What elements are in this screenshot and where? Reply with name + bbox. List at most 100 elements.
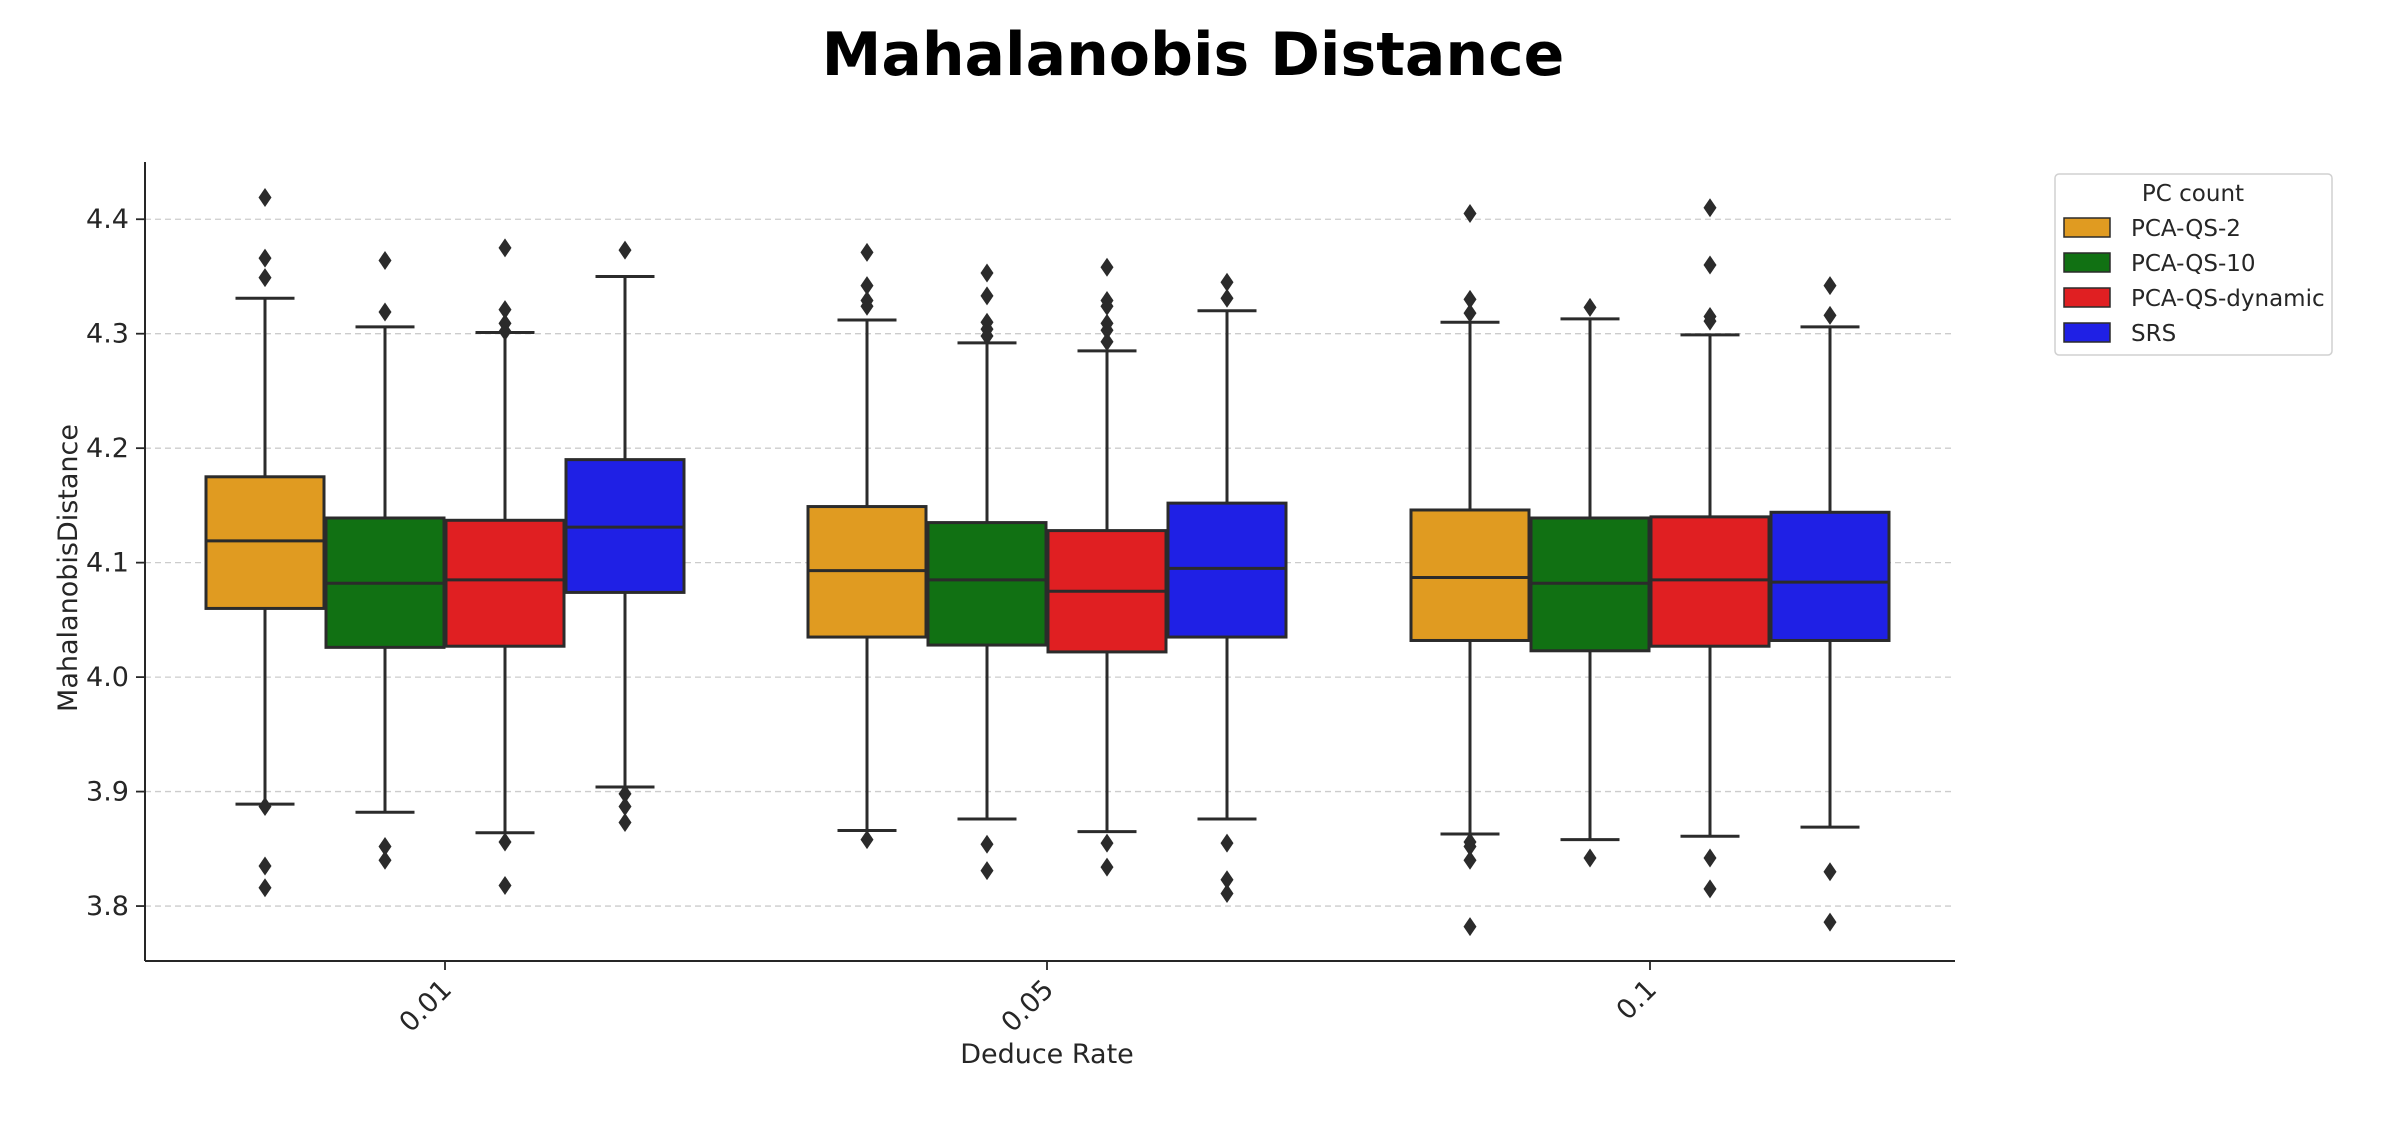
box-pca-qs-dynamic-0.05 (1046, 257, 1168, 877)
y-tick-label: 4.1 (86, 548, 129, 579)
legend-label: PCA-QS-dynamic (2131, 286, 2325, 312)
outlier-point (1823, 276, 1837, 296)
outlier-point (1100, 857, 1114, 877)
outlier-point (378, 837, 392, 857)
legend-swatch (2063, 322, 2111, 343)
outlier-point (980, 861, 994, 881)
outlier-point (1463, 204, 1477, 224)
legend-label: PCA-QS-10 (2131, 251, 2256, 277)
legend-label: PCA-QS-2 (2131, 216, 2241, 242)
outlier-point (1583, 848, 1597, 868)
outlier-point (1220, 272, 1234, 292)
box-pca-qs-2-0.05 (806, 242, 928, 850)
x-tick-label: 0.1 (1611, 974, 1663, 1026)
x-tick-label: 0.01 (394, 974, 458, 1038)
outlier-point (618, 796, 632, 816)
box-pca-qs-10-0.05 (926, 263, 1048, 881)
outlier-point (1463, 303, 1477, 323)
box-pca-qs-10-0.1 (1529, 297, 1651, 868)
outlier-point (1220, 883, 1234, 903)
outlier-point (498, 300, 512, 320)
legend-title: PC count (2142, 181, 2244, 207)
outlier-point (1703, 198, 1717, 218)
outlier-point (1220, 833, 1234, 853)
outlier-point (1703, 879, 1717, 899)
chart-title: Mahalanobis Distance (822, 20, 1565, 90)
outlier-point (1100, 296, 1114, 316)
legend: PC count PCA-QS-2 PCA-QS-10 PCA-QS-dynamic… (2054, 173, 2333, 356)
outlier-point (258, 187, 272, 207)
outlier-point (1583, 297, 1597, 317)
box-srs-0.01 (564, 240, 686, 832)
legend-swatch (2063, 217, 2111, 238)
outlier-point (258, 796, 272, 816)
legend-frame (2054, 173, 2333, 356)
y-tick-label: 4.3 (86, 319, 129, 350)
outlier-point (1220, 870, 1234, 890)
outlier-point (498, 875, 512, 895)
box-pca-qs-dynamic-0.01 (444, 238, 566, 895)
y-tick-label: 4.2 (86, 433, 129, 464)
outlier-point (498, 832, 512, 852)
outlier-point (1703, 255, 1717, 275)
outlier-point (1100, 257, 1114, 277)
y-tick-label: 3.9 (86, 777, 129, 808)
outlier-point (980, 326, 994, 346)
box-iqr (1409, 508, 1531, 642)
outlier-point (1100, 320, 1114, 340)
legend-label: SRS (2131, 321, 2176, 347)
outlier-point (980, 834, 994, 854)
box-srs-0.05 (1166, 272, 1288, 903)
outlier-point (258, 268, 272, 288)
box-iqr (444, 518, 566, 648)
box-iqr (204, 475, 326, 610)
outlier-point (618, 784, 632, 804)
outlier-point (1463, 289, 1477, 309)
legend-swatch (2063, 252, 2111, 273)
outlier-point (1100, 332, 1114, 352)
outlier-point (1703, 848, 1717, 868)
y-tick-label: 4.4 (86, 204, 129, 235)
outlier-point (378, 850, 392, 870)
box-pca-qs-2-0.1 (1409, 204, 1531, 937)
box-iqr (1166, 501, 1288, 639)
outlier-point (1463, 917, 1477, 937)
outlier-point (378, 302, 392, 322)
outlier-point (980, 286, 994, 306)
outlier-point (860, 296, 874, 316)
outlier-point (618, 240, 632, 260)
outlier-point (378, 250, 392, 270)
outlier-point (860, 242, 874, 262)
box-srs-0.1 (1769, 276, 1891, 932)
outlier-point (1463, 850, 1477, 870)
y-tick-label: 4.0 (86, 662, 129, 693)
x-tick-label: 0.05 (996, 974, 1060, 1038)
outlier-point (1463, 837, 1477, 857)
outlier-point (860, 830, 874, 850)
box-iqr (1769, 510, 1891, 642)
outlier-point (258, 856, 272, 876)
outlier-point (860, 276, 874, 296)
y-tick-label: 3.8 (86, 891, 129, 922)
box-pca-qs-2-0.01 (204, 187, 326, 898)
outlier-point (258, 248, 272, 268)
outlier-point (1823, 862, 1837, 882)
legend-swatch (2063, 287, 2111, 308)
outlier-point (498, 238, 512, 258)
outlier-point (498, 321, 512, 341)
plot-area (204, 187, 1891, 937)
outlier-point (618, 812, 632, 832)
box-pca-qs-10-0.01 (324, 250, 446, 870)
x-axis-label: Deduce Rate (960, 1039, 1134, 1070)
box-iqr (926, 521, 1048, 647)
outlier-point (1823, 912, 1837, 932)
box-iqr (1649, 515, 1771, 648)
outlier-point (1823, 305, 1837, 325)
outlier-point (258, 878, 272, 898)
box-pca-qs-dynamic-0.1 (1649, 198, 1771, 899)
y-axis-label: MahalanobisDistance (53, 424, 84, 712)
outlier-point (1703, 311, 1717, 331)
outlier-point (980, 263, 994, 283)
outlier-point (1220, 288, 1234, 308)
